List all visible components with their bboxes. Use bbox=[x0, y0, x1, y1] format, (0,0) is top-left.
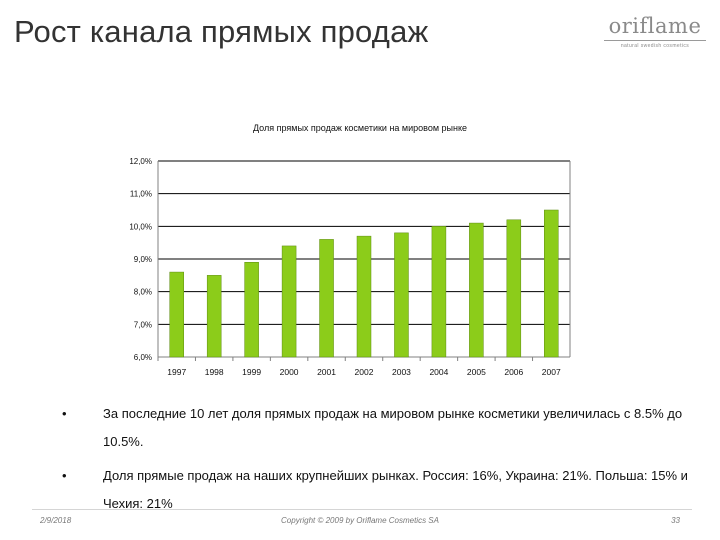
bar bbox=[206, 275, 222, 358]
x-tick-label: 2006 bbox=[504, 367, 523, 377]
x-tick-label: 2005 bbox=[467, 367, 486, 377]
bullet-text: Доля прямые продаж на наших крупнейших р… bbox=[103, 468, 688, 511]
x-tick-label: 1999 bbox=[242, 367, 261, 377]
bar bbox=[169, 271, 184, 358]
y-tick-labels: 12,0% 11,0% 10,0% 9,0% 8,0% 7,0% 6,0% bbox=[129, 157, 152, 362]
bullet-list: • За последние 10 лет доля прямых продаж… bbox=[40, 400, 690, 518]
bullet-text: За последние 10 лет доля прямых продаж н… bbox=[103, 406, 683, 449]
bullet-item: • За последние 10 лет доля прямых продаж… bbox=[40, 400, 690, 456]
x-tick-label: 2000 bbox=[280, 367, 299, 377]
bar bbox=[544, 209, 559, 358]
y-tick-label: 11,0% bbox=[130, 190, 152, 199]
y-tick-label: 8,0% bbox=[134, 288, 152, 297]
x-tick-label: 1997 bbox=[167, 367, 186, 377]
bar bbox=[244, 262, 259, 358]
bullet-marker: • bbox=[62, 468, 67, 483]
footer-copyright: Copyright © 2009 by Oriflame Cosmetics S… bbox=[281, 516, 439, 525]
x-tick-label: 2007 bbox=[542, 367, 561, 377]
logo-divider bbox=[604, 40, 706, 41]
y-tick-label: 6,0% bbox=[134, 353, 152, 362]
slide-title: Рост канала прямых продаж bbox=[14, 14, 429, 49]
page-number: 33 bbox=[671, 516, 680, 525]
bar bbox=[319, 239, 334, 358]
footer: 2/9/2018 Copyright © 2009 by Oriflame Co… bbox=[0, 516, 720, 530]
bar bbox=[469, 222, 484, 358]
footer-date: 2/9/2018 bbox=[40, 516, 72, 525]
bullet-item: • Доля прямые продаж на наших крупнейших… bbox=[40, 462, 690, 518]
footer-divider bbox=[32, 509, 692, 510]
bar bbox=[281, 245, 297, 358]
chart-title: Доля прямых продаж косметики на мировом … bbox=[252, 123, 468, 133]
y-tick-label: 12,0% bbox=[129, 157, 152, 166]
bars bbox=[169, 209, 559, 358]
y-tick-label: 9,0% bbox=[134, 255, 152, 264]
bullet-marker: • bbox=[62, 406, 67, 421]
y-tick-label: 10,0% bbox=[129, 222, 152, 231]
x-tick-label: 2001 bbox=[317, 367, 336, 377]
logo-tagline: natural swedish cosmetics bbox=[620, 43, 690, 49]
oriflame-logo: oriflame natural swedish cosmetics bbox=[600, 14, 710, 49]
bar bbox=[356, 235, 372, 358]
x-tick-label: 2003 bbox=[392, 367, 411, 377]
x-tick-label: 2002 bbox=[355, 367, 374, 377]
bar bbox=[506, 219, 522, 358]
x-tick-label: 2004 bbox=[429, 367, 448, 377]
bar bbox=[394, 232, 409, 358]
bar-chart: 12,0% 11,0% 10,0% 9,0% 8,0% 7,0% 6,0% 1997 1998… bbox=[129, 157, 571, 377]
logo-wordmark: oriflame bbox=[608, 14, 702, 38]
x-tick-label: 1998 bbox=[205, 367, 224, 377]
bar bbox=[431, 226, 447, 358]
y-tick-label: 7,0% bbox=[134, 320, 152, 329]
x-tick-labels: 1997 1998 1999 2000 2001 2002 2003 2004 2005 2006… bbox=[157, 357, 561, 377]
